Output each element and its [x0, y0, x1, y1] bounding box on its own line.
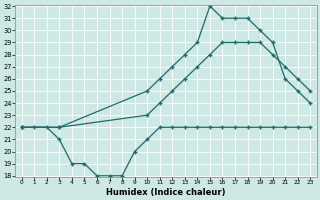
X-axis label: Humidex (Indice chaleur): Humidex (Indice chaleur): [106, 188, 226, 197]
